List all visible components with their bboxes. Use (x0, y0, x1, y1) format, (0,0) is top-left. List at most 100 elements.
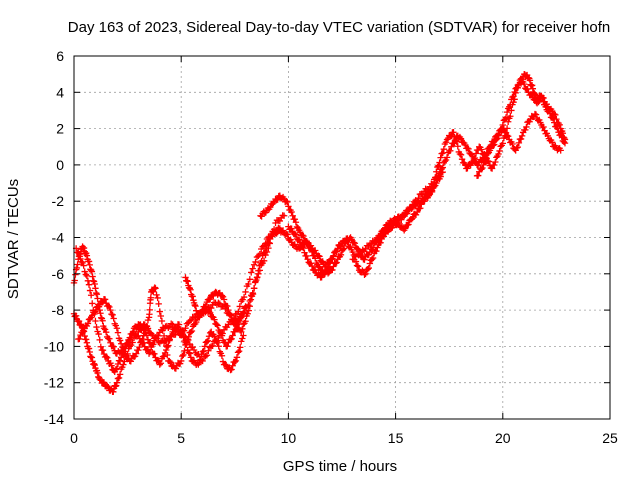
data-point (152, 285, 159, 292)
data-point-trail (144, 336, 156, 356)
x-tick-label: 20 (495, 430, 511, 446)
data-point-trail (224, 335, 235, 350)
data-point-trail (235, 293, 248, 315)
y-tick-label: -14 (44, 411, 64, 427)
data-point-trail (402, 203, 415, 218)
data-point-trail (513, 135, 525, 152)
data-point (413, 208, 421, 216)
data-point-trail (357, 267, 368, 278)
data-point-trail (348, 236, 360, 251)
data-point (113, 325, 121, 332)
data-point-trail (196, 347, 207, 366)
data-point (409, 201, 416, 209)
y-tick-label: -2 (52, 193, 65, 209)
data-point (280, 212, 288, 219)
chart-series (70, 70, 569, 396)
data-point-trail (206, 290, 218, 303)
data-point-trail (219, 293, 231, 310)
data-point-trail (558, 127, 568, 142)
data-point (178, 357, 185, 365)
data-point (92, 285, 99, 292)
data-point (83, 339, 91, 346)
data-point-trail (481, 149, 493, 165)
data-point-trail (312, 266, 323, 279)
chart-title: Day 163 of 2023, Sidereal Day-to-day VTE… (68, 19, 610, 36)
data-point-trail (236, 305, 248, 322)
data-point-trail (101, 326, 113, 342)
data-point (169, 321, 176, 328)
data-point (488, 165, 496, 172)
data-point-trail (176, 326, 188, 345)
data-point (79, 243, 86, 250)
data-point (186, 317, 193, 325)
data-point (238, 328, 245, 336)
data-point-trail (335, 246, 347, 260)
data-point-trail (232, 321, 244, 334)
data-point (83, 252, 91, 259)
data-point-trail (408, 210, 420, 223)
data-point (190, 346, 198, 354)
data-point (557, 147, 564, 154)
x-tick-label: 5 (177, 430, 185, 446)
data-point-trail (421, 192, 433, 205)
data-point (283, 198, 290, 205)
data-point-trail (539, 123, 550, 137)
data-point-trail (95, 297, 107, 310)
data-point-trail (369, 244, 381, 262)
data-point (495, 150, 502, 158)
data-point-trail (153, 291, 165, 320)
data-point-trail (243, 265, 256, 290)
data-point-trail (239, 312, 250, 333)
data-point (529, 85, 537, 92)
data-point (96, 375, 103, 383)
data-point (456, 150, 464, 158)
data-point-trail (146, 294, 155, 318)
data-point (233, 354, 241, 361)
data-point (551, 110, 558, 118)
y-tick-label: 6 (56, 48, 64, 64)
data-point (315, 252, 322, 259)
data-point (291, 230, 299, 238)
data-point-trail (284, 231, 295, 246)
data-point-trail (489, 152, 501, 169)
data-point-trail (376, 228, 389, 241)
data-point-trail (303, 237, 315, 250)
data-point-trail (211, 316, 222, 334)
data-point-trail (519, 78, 531, 93)
data-point (117, 354, 125, 361)
data-point-trail (93, 323, 104, 350)
data-point-trail (451, 133, 463, 156)
data-point-trail (432, 159, 443, 181)
data-point-trail (290, 215, 302, 232)
data-point-trail (221, 361, 233, 373)
y-tick-label: 0 (56, 157, 64, 173)
data-point-trail (284, 198, 295, 216)
data-point-trail (457, 151, 469, 168)
data-point-trail (474, 156, 486, 169)
data-point-trail (76, 328, 87, 343)
data-point (448, 143, 455, 150)
data-point-trail (92, 367, 103, 381)
series-arc-e (182, 226, 348, 336)
data-point-trail (204, 308, 216, 320)
data-point-trail (526, 75, 536, 89)
data-point (225, 321, 232, 328)
y-tick-label: 4 (56, 84, 64, 100)
data-point (315, 263, 322, 270)
data-point-trail (402, 217, 413, 232)
data-point-trail (245, 290, 257, 314)
data-point (518, 132, 526, 140)
data-point-trail (502, 113, 514, 136)
data-point (107, 306, 114, 314)
data-point-trail (442, 147, 454, 164)
y-tick-label: -10 (44, 338, 64, 354)
series-arc-f (257, 183, 438, 270)
data-point-trail (251, 262, 263, 286)
data-point-trail (187, 286, 197, 304)
data-point-trail (350, 250, 364, 263)
x-axis-label: GPS time / hours (283, 458, 397, 475)
data-point-trail (344, 238, 355, 254)
data-point-trail (80, 244, 90, 258)
x-tick-label: 0 (70, 430, 78, 446)
